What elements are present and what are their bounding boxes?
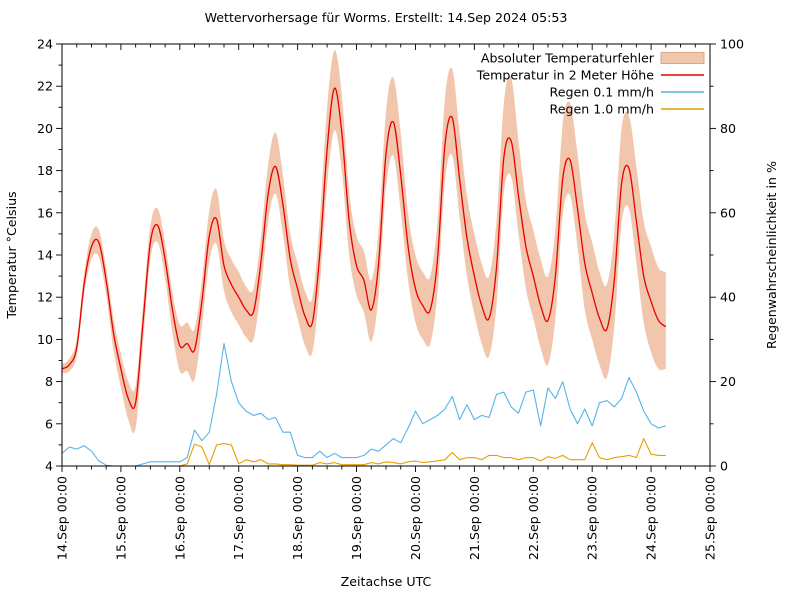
x-tick-labels: 14.Sep 00:00 15.Sep 00:00 16.Sep 00:00 17.S… [55, 476, 718, 560]
y-left-tick-label: 6 [45, 416, 53, 431]
x-tick-label: 17.Sep 00:00 [231, 476, 246, 560]
legend-label: Temperatur in 2 Meter Höhe [476, 68, 654, 83]
legend-label: Regen 1.0 mm/h [550, 102, 654, 117]
y-left-tick-label: 14 [37, 248, 53, 263]
x-tick-label: 14.Sep 00:00 [55, 476, 70, 560]
y-left-tick-label: 4 [45, 459, 53, 474]
y-axis-right-label: Regenwahrscheinlichkeit in % [764, 161, 779, 349]
legend-label: Absoluter Temperaturfehler [481, 51, 655, 66]
x-tick-label: 25.Sep 00:00 [703, 476, 718, 560]
x-tick-label: 22.Sep 00:00 [526, 476, 541, 560]
x-tick-label: 23.Sep 00:00 [585, 476, 600, 560]
y-right-tick-label: 80 [720, 121, 736, 136]
x-tick-label: 21.Sep 00:00 [467, 476, 482, 560]
x-axis-label: Zeitachse UTC [341, 574, 432, 589]
temperature-line [61, 87, 667, 410]
y-right-tick-label: 40 [720, 290, 736, 305]
legend-marker-band [660, 52, 705, 64]
x-tick-label: 24.Sep 00:00 [644, 476, 659, 560]
y-right-tick-label: 60 [720, 205, 736, 220]
y-left-tick-label: 12 [37, 290, 53, 305]
x-tick-label: 16.Sep 00:00 [172, 476, 187, 560]
error-band-area [62, 50, 666, 434]
x-tick-label: 15.Sep 00:00 [113, 476, 128, 560]
y-right-tick-label: 0 [720, 459, 728, 474]
y-left-tick-label: 16 [37, 205, 53, 220]
legend-label: Regen 0.1 mm/h [550, 85, 654, 100]
x-tick-label: 20.Sep 00:00 [408, 476, 423, 560]
y-left-tick-label: 8 [45, 374, 53, 389]
rain-01-line [61, 343, 666, 467]
temperature-error-band [62, 50, 666, 434]
y-right-tick-label: 100 [720, 37, 744, 52]
y-left-tick-label: 22 [37, 79, 53, 94]
y-left-tick-label: 18 [37, 163, 53, 178]
x-tick-label: 19.Sep 00:00 [349, 476, 364, 560]
y-left-tick-label: 10 [37, 332, 53, 347]
x-tick-label: 18.Sep 00:00 [290, 476, 305, 560]
y-axis-left-label: Temperatur °Celsius [4, 191, 19, 319]
y-right-tick-label: 20 [720, 374, 736, 389]
y-tick-labels: 4 6 8 10 12 14 16 18 20 22 24 0 20 40 60 80 100 [37, 37, 744, 474]
y-left-tick-label: 24 [37, 37, 53, 52]
y-left-tick-label: 20 [37, 121, 53, 136]
chart-title: Wettervorhersage für Worms. Erstellt: 14… [205, 10, 568, 25]
legend: Absoluter Temperaturfehler Temperatur in … [476, 51, 705, 117]
axis-ticks [56, 43, 716, 472]
